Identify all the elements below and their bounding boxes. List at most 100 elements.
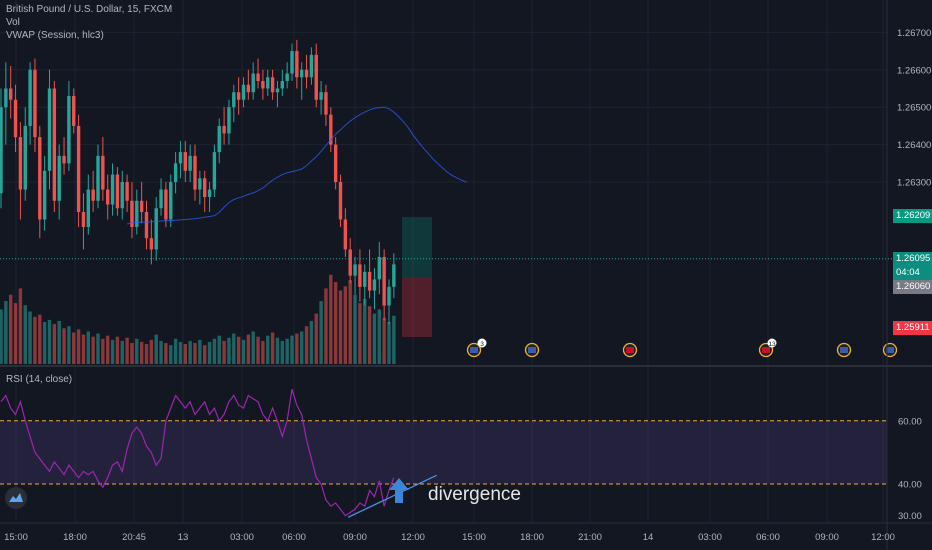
volume-bar <box>4 301 8 364</box>
time-tick-label: 06:00 <box>756 532 780 543</box>
time-tick-label: 18:00 <box>520 532 544 543</box>
candle-body <box>120 182 124 209</box>
candle-body <box>382 256 386 306</box>
volume-bar <box>348 280 352 364</box>
volume-bar <box>382 317 386 364</box>
candle-body <box>91 189 95 201</box>
volume-bar <box>377 309 381 364</box>
volume-bar <box>363 298 367 364</box>
tradingview-logo[interactable] <box>5 487 27 509</box>
candle-body <box>304 69 309 78</box>
candle-body <box>159 189 163 209</box>
candle-body <box>183 152 187 171</box>
volume-bar <box>96 333 100 364</box>
candle-body <box>203 178 207 198</box>
volume-bar <box>38 314 42 364</box>
volume-bar <box>183 344 187 364</box>
rsi-tick-label: 60.00 <box>898 416 922 427</box>
candle-body <box>266 77 270 89</box>
volume-bar <box>149 339 154 364</box>
volume-bar <box>309 320 314 364</box>
target-zone[interactable] <box>402 217 432 277</box>
event-count-label: 13 <box>768 341 776 348</box>
volume-bar <box>42 322 47 364</box>
volume-bar <box>81 334 86 364</box>
candle-body <box>372 279 377 291</box>
time-tick-label: 12:00 <box>871 532 895 543</box>
symbol-title[interactable]: British Pound / U.S. Dollar, 15, FXCM <box>6 4 173 15</box>
candle-body <box>363 271 367 287</box>
volume-bar <box>241 339 246 364</box>
candle-body <box>241 84 246 100</box>
candle-body <box>106 189 110 205</box>
volume-bar <box>130 343 134 364</box>
divergence-trendline[interactable] <box>347 474 437 518</box>
candle-body <box>285 73 289 82</box>
price-tag: 1.26209 <box>893 209 932 224</box>
volume-bar <box>222 340 226 364</box>
volume-bars <box>0 274 396 364</box>
candle-body <box>173 163 178 183</box>
time-tick-label: 03:00 <box>230 532 254 543</box>
candle-body <box>164 189 168 220</box>
price-axis[interactable]: 1.26700 1.26600 1.26500 1.26400 1.26300 <box>897 28 931 189</box>
volume-bar <box>28 311 32 364</box>
volume-bar <box>23 305 27 364</box>
candle-body <box>236 92 241 100</box>
volume-bar <box>86 331 90 364</box>
price-tag: 1.25911 <box>893 320 932 335</box>
candle-body <box>86 189 90 227</box>
candle-body <box>338 182 343 220</box>
time-axis[interactable]: 15:00 18:00 20:45 13 03:00 06:00 09:00 12:00 15:… <box>4 532 895 543</box>
candle-body <box>139 200 144 212</box>
volume-bar <box>115 336 120 364</box>
event-flag-fill <box>470 347 478 353</box>
volume-bar <box>290 335 294 364</box>
candle-body <box>343 219 348 250</box>
indicator-vwap[interactable]: VWAP (Session, hlc3) <box>6 30 104 41</box>
volume-bar <box>110 339 115 364</box>
volume-bar <box>217 335 221 364</box>
candle-body <box>295 51 299 78</box>
rsi-axis[interactable]: 60.00 40.00 30.00 <box>898 416 922 522</box>
event-flag-fill <box>762 347 770 353</box>
candle-body <box>392 264 396 287</box>
volume-bar <box>372 313 377 364</box>
stop-zone[interactable] <box>402 277 432 337</box>
candle-body <box>169 182 173 220</box>
indicator-rsi[interactable]: RSI (14, close) <box>6 374 73 385</box>
time-tick-label: 18:00 <box>63 532 87 543</box>
candle-body <box>81 212 86 227</box>
candle-body <box>251 73 255 93</box>
volume-bar <box>0 309 3 364</box>
event-flag-fill <box>840 347 848 353</box>
volume-bar <box>52 324 57 364</box>
volume-bar <box>324 288 328 364</box>
volume-bar <box>9 294 13 364</box>
time-tick-label: 03:00 <box>698 532 722 543</box>
volume-bar <box>188 340 192 364</box>
volume-bar <box>13 303 18 364</box>
candle-body <box>300 69 304 78</box>
volume-bar <box>178 341 183 364</box>
candle-body <box>76 125 81 212</box>
candle-body <box>4 88 8 108</box>
indicator-vol[interactable]: Vol <box>6 17 20 28</box>
volume-bar <box>91 336 95 364</box>
volume-bar <box>154 334 158 364</box>
volume-bar <box>18 288 23 364</box>
candle-body <box>96 155 100 201</box>
volume-bar <box>106 335 110 364</box>
price-tag: 1.26095 <box>893 251 932 266</box>
candle-body <box>57 155 61 201</box>
volume-bar <box>285 338 289 364</box>
volume-bar <box>173 338 178 364</box>
candle-body <box>353 264 357 276</box>
volume-bar <box>295 333 299 364</box>
candle-body <box>42 170 47 220</box>
candle-body <box>62 155 66 164</box>
volume-bar <box>236 336 241 364</box>
volume-bar <box>125 337 129 364</box>
position-tool[interactable] <box>402 217 432 337</box>
